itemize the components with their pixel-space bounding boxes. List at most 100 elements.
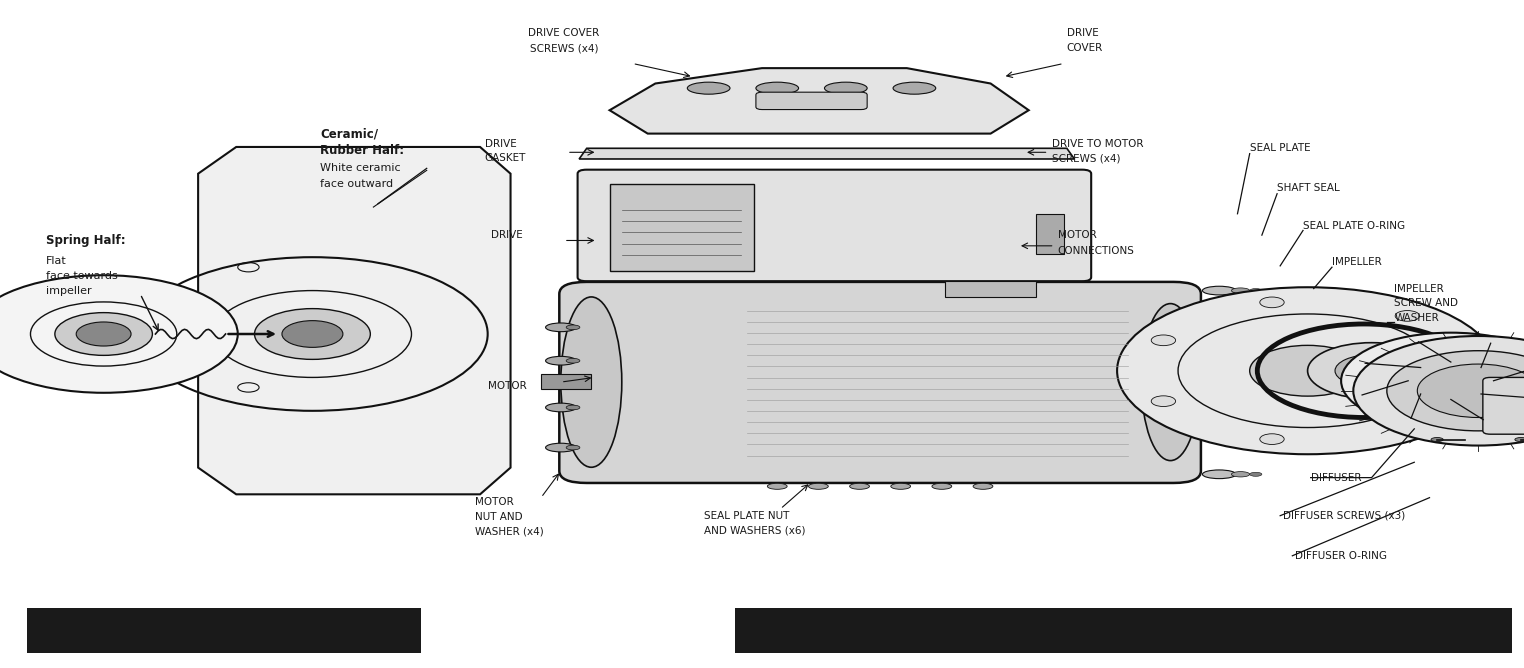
Text: DRIVE COVER: DRIVE COVER	[529, 29, 599, 38]
Text: MOTOR: MOTOR	[1058, 230, 1096, 240]
FancyBboxPatch shape	[1483, 377, 1524, 434]
Ellipse shape	[1431, 438, 1443, 442]
FancyBboxPatch shape	[756, 92, 867, 110]
Text: Spring Half:: Spring Half:	[46, 234, 125, 247]
Ellipse shape	[546, 323, 576, 332]
Ellipse shape	[1202, 470, 1236, 479]
Text: DRIVE: DRIVE	[485, 139, 517, 148]
Bar	[541, 374, 591, 389]
Text: Rubber Half:: Rubber Half:	[320, 144, 404, 157]
Text: NUT AND: NUT AND	[475, 512, 523, 522]
Ellipse shape	[824, 82, 867, 94]
Text: Motor Assembly Breakdown: Motor Assembly Breakdown	[981, 622, 1265, 639]
Text: Flat: Flat	[46, 256, 67, 265]
Ellipse shape	[1231, 288, 1250, 293]
Circle shape	[1417, 366, 1484, 395]
Text: SEAL PLATE NUT: SEAL PLATE NUT	[704, 511, 789, 520]
Text: MOTOR: MOTOR	[488, 381, 526, 391]
Ellipse shape	[1250, 362, 1262, 366]
Ellipse shape	[808, 484, 829, 490]
Circle shape	[76, 322, 131, 346]
Polygon shape	[610, 68, 1029, 134]
FancyBboxPatch shape	[735, 608, 1512, 653]
Ellipse shape	[1519, 367, 1524, 374]
Ellipse shape	[1231, 325, 1250, 330]
Ellipse shape	[1202, 434, 1236, 442]
Ellipse shape	[1250, 289, 1262, 293]
Text: SHAFT SEAL: SHAFT SEAL	[1277, 184, 1340, 193]
Text: SEAL PLATE: SEAL PLATE	[1250, 144, 1311, 153]
Text: CONNECTIONS: CONNECTIONS	[1058, 246, 1134, 255]
Circle shape	[1308, 343, 1436, 399]
Ellipse shape	[1250, 472, 1262, 476]
Ellipse shape	[756, 82, 799, 94]
Ellipse shape	[567, 358, 579, 363]
Ellipse shape	[890, 484, 910, 490]
Ellipse shape	[931, 484, 951, 490]
Bar	[610, 184, 754, 271]
Text: SEAL PLATE O-RING: SEAL PLATE O-RING	[1303, 221, 1405, 230]
Text: DIFFUSER SCREWS (x3): DIFFUSER SCREWS (x3)	[1283, 511, 1405, 520]
Ellipse shape	[567, 445, 579, 450]
Circle shape	[0, 275, 238, 393]
Text: DRIVE: DRIVE	[491, 230, 523, 240]
Text: IMPELLER: IMPELLER	[1394, 284, 1445, 293]
Text: impeller: impeller	[46, 287, 91, 296]
Bar	[945, 281, 1036, 297]
Circle shape	[1260, 434, 1285, 444]
Ellipse shape	[1231, 361, 1250, 367]
Ellipse shape	[561, 297, 622, 468]
Ellipse shape	[1231, 435, 1250, 440]
Circle shape	[282, 321, 343, 347]
Ellipse shape	[974, 484, 994, 490]
Polygon shape	[579, 148, 1074, 159]
Polygon shape	[198, 147, 511, 494]
Ellipse shape	[687, 82, 730, 94]
Text: MOTOR: MOTOR	[475, 498, 514, 507]
Ellipse shape	[893, 82, 936, 94]
Circle shape	[1455, 365, 1480, 376]
Circle shape	[1353, 363, 1390, 379]
Ellipse shape	[1141, 304, 1199, 461]
Circle shape	[1387, 351, 1524, 431]
Ellipse shape	[1231, 472, 1250, 477]
Ellipse shape	[567, 325, 579, 330]
Text: face towards: face towards	[46, 271, 117, 281]
Text: SCREWS (x4): SCREWS (x4)	[1052, 154, 1120, 163]
Ellipse shape	[1250, 399, 1262, 403]
Text: DRIVE: DRIVE	[1067, 29, 1099, 38]
Circle shape	[1151, 335, 1175, 345]
Ellipse shape	[1202, 360, 1236, 369]
FancyBboxPatch shape	[559, 282, 1201, 483]
Circle shape	[1353, 336, 1524, 446]
Ellipse shape	[546, 357, 576, 365]
Ellipse shape	[1515, 438, 1524, 442]
Circle shape	[1250, 345, 1366, 396]
Text: Ceramic/: Ceramic/	[320, 127, 378, 140]
Bar	[1036, 214, 1064, 254]
Circle shape	[1260, 297, 1285, 308]
Ellipse shape	[1202, 323, 1236, 332]
Ellipse shape	[1202, 397, 1236, 405]
Ellipse shape	[567, 405, 579, 410]
Ellipse shape	[1231, 398, 1250, 403]
Ellipse shape	[546, 403, 576, 411]
Circle shape	[255, 309, 370, 359]
Circle shape	[55, 313, 152, 355]
Ellipse shape	[1250, 436, 1262, 440]
Text: SCREWS (x4): SCREWS (x4)	[530, 43, 597, 53]
Text: COVER: COVER	[1067, 43, 1103, 53]
Text: DRIVE TO MOTOR: DRIVE TO MOTOR	[1052, 139, 1143, 148]
Circle shape	[1341, 333, 1524, 429]
FancyBboxPatch shape	[27, 608, 421, 653]
Text: DIFFUSER O-RING: DIFFUSER O-RING	[1295, 551, 1387, 560]
Text: IMPELLER: IMPELLER	[1332, 257, 1382, 267]
Text: face outward: face outward	[320, 180, 393, 189]
Text: AND WASHERS (x6): AND WASHERS (x6)	[704, 526, 806, 535]
Ellipse shape	[1250, 325, 1262, 329]
Text: WASHER (x4): WASHER (x4)	[475, 527, 544, 536]
Text: DIFFUSER: DIFFUSER	[1311, 473, 1361, 482]
Text: White ceramic: White ceramic	[320, 164, 401, 173]
Ellipse shape	[546, 444, 576, 452]
Ellipse shape	[768, 484, 786, 490]
